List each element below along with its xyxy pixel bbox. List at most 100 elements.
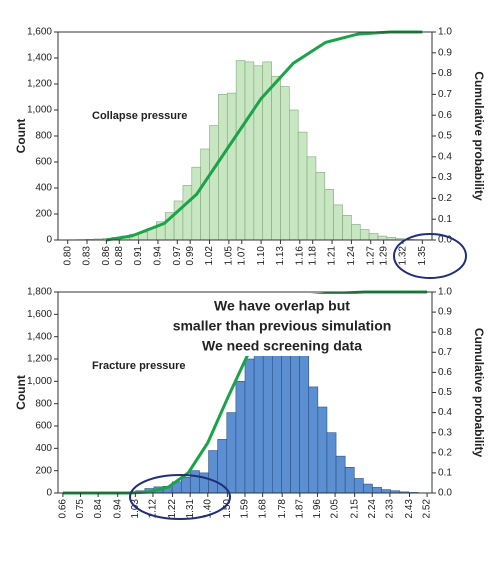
y-axis-title: Count	[14, 119, 28, 154]
histogram-bar	[299, 353, 310, 494]
y-tick-label: 1,200	[27, 79, 52, 90]
x-tick-label: 1.24	[346, 246, 357, 266]
x-tick-label: 0.94	[112, 499, 123, 519]
histogram-bar	[208, 450, 218, 494]
x-tick-label: 2.33	[385, 499, 396, 519]
x-tick-label: 1.05	[224, 246, 235, 266]
x-tick-label: 1.18	[307, 246, 318, 266]
y-tick-label: 600	[35, 421, 52, 432]
histogram-bar	[297, 131, 308, 241]
histogram-bar	[359, 229, 370, 241]
x-tick-label: 1.07	[236, 246, 247, 266]
histogram-bar	[315, 172, 326, 241]
y2-tick-label: 0.6	[438, 110, 452, 121]
y2-tick-label: 0.5	[438, 387, 452, 398]
x-tick-label: 0.75	[75, 499, 86, 519]
x-tick-label: 0.91	[133, 246, 144, 266]
x-tick-label: 0.88	[114, 246, 125, 266]
histogram-bar	[353, 478, 364, 494]
histogram-bar	[342, 215, 352, 241]
x-tick-label: 1.31	[185, 499, 196, 519]
y2-tick-label: 0.4	[438, 151, 452, 162]
x-tick-label: 0.94	[153, 246, 164, 266]
histogram-bar	[271, 75, 281, 241]
annotation: We have overlap but	[214, 298, 350, 314]
x-tick-label: 2.05	[330, 499, 341, 519]
y2-tick-label: 0.0	[438, 235, 452, 246]
y-tick-label: 400	[35, 183, 52, 194]
y-tick-label: 1,600	[27, 27, 52, 38]
y-tick-label: 1,200	[27, 354, 52, 365]
annotation: We need screening data	[202, 338, 362, 354]
y2-tick-label: 0.1	[438, 468, 452, 479]
histogram-bar	[317, 406, 328, 494]
histogram-bar	[335, 455, 346, 494]
histogram-bar	[306, 156, 317, 241]
x-tick-label: 1.02	[204, 246, 215, 266]
y-tick-label: 200	[35, 465, 52, 476]
histogram-bar	[253, 65, 264, 241]
x-tick-label: 0.66	[58, 499, 69, 519]
x-tick-label: 2.15	[349, 499, 360, 519]
x-tick-label: 2.24	[367, 499, 378, 519]
x-tick-label: 0.86	[101, 246, 112, 266]
histogram-bar	[182, 185, 193, 241]
y-tick-label: 200	[35, 209, 52, 220]
x-tick-label: 1.12	[148, 499, 159, 519]
histogram-bar	[191, 166, 201, 241]
histogram-bar	[308, 386, 319, 494]
y2-tick-label: 0.3	[438, 172, 452, 183]
x-tick-label: 1.50	[222, 499, 233, 519]
highlight-ellipse	[129, 474, 231, 520]
x-tick-label: 2.52	[422, 499, 433, 519]
x-tick-label: 0.84	[93, 499, 104, 519]
y2-tick-label: 0.8	[438, 327, 452, 338]
x-tick-label: 0.97	[172, 246, 183, 266]
y2-axis-title: Cumulative probability	[472, 71, 486, 201]
x-tick-label: 1.35	[417, 246, 428, 266]
y-tick-label: 400	[35, 443, 52, 454]
y-tick-label: 1,000	[27, 105, 52, 116]
histogram-bar	[372, 487, 382, 494]
annotation: smaller than previous simulation	[173, 318, 392, 334]
x-tick-label: 1.10	[256, 246, 267, 266]
y-tick-label: 0	[46, 488, 52, 499]
histogram-bar	[244, 61, 255, 241]
histogram-bar	[344, 467, 355, 494]
histogram-bar	[377, 235, 388, 241]
y-tick-label: 1,400	[27, 331, 52, 342]
y-tick-label: 800	[35, 131, 52, 142]
histogram-bar	[333, 204, 343, 241]
y-tick-label: 1,800	[27, 287, 52, 298]
histogram-bar	[280, 86, 290, 241]
histogram-bar	[226, 412, 237, 494]
histogram-bar	[324, 189, 334, 241]
y2-tick-label: 1.0	[438, 27, 452, 38]
histogram-bar	[235, 60, 246, 241]
y2-tick-label: 0.7	[438, 347, 452, 358]
histogram-bar	[368, 233, 379, 241]
x-tick-label: 0.80	[62, 246, 73, 266]
annotation-box	[148, 294, 410, 356]
y-axis-title: Count	[14, 375, 28, 410]
histogram-bar	[209, 125, 219, 241]
x-tick-label: 0.83	[82, 246, 93, 266]
x-tick-label: 0.99	[185, 246, 196, 266]
histogram-bar	[218, 94, 228, 241]
histogram-bar	[351, 224, 361, 241]
x-tick-label: 1.59	[240, 499, 251, 519]
y2-tick-label: 0.9	[438, 307, 452, 318]
y2-axis-title: Cumulative probability	[472, 328, 486, 458]
histogram-bar	[235, 381, 246, 494]
y2-tick-label: 0.1	[438, 214, 452, 225]
y2-tick-label: 0.7	[438, 89, 452, 100]
histogram-bar	[180, 477, 191, 494]
x-tick-label: 1.03	[130, 499, 141, 519]
y-tick-label: 1,400	[27, 53, 52, 64]
y2-tick-label: 0.2	[438, 193, 452, 204]
y-tick-label: 1,600	[27, 309, 52, 320]
y2-tick-label: 0.9	[438, 47, 452, 58]
y-tick-label: 0	[46, 235, 52, 246]
histogram-bar	[190, 470, 200, 494]
